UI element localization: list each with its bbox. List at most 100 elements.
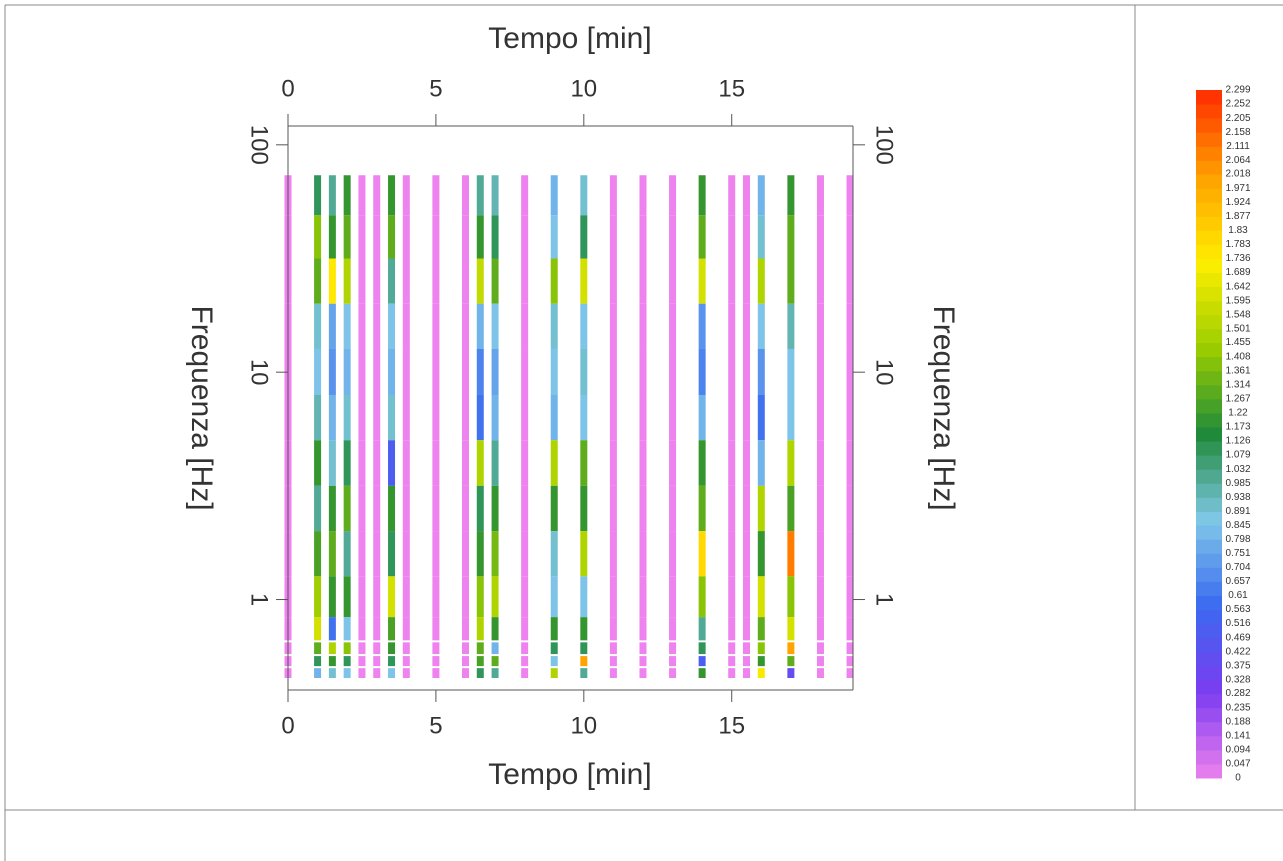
heatmap-cell bbox=[476, 617, 484, 641]
heatmap-cell bbox=[698, 440, 706, 486]
colorbar-band bbox=[1196, 118, 1222, 133]
heatmap-cell bbox=[609, 642, 617, 655]
heatmap-cell bbox=[639, 576, 647, 618]
colorbar-band bbox=[1196, 623, 1222, 639]
heatmap-cell bbox=[698, 668, 706, 679]
heatmap-cell bbox=[698, 576, 706, 618]
heatmap-cell bbox=[373, 348, 381, 395]
heatmap-cell bbox=[846, 175, 854, 216]
heatmap-cell bbox=[757, 642, 765, 655]
heatmap-cell bbox=[328, 303, 336, 349]
colorbar-tick-label: 1.501 bbox=[1225, 323, 1250, 334]
heatmap-cell bbox=[728, 175, 736, 216]
heatmap-cell bbox=[669, 656, 677, 667]
heatmap-cell bbox=[328, 576, 336, 618]
colorbar-band bbox=[1196, 384, 1222, 400]
heatmap-cell bbox=[580, 576, 588, 618]
heatmap-cell bbox=[432, 175, 440, 216]
heatmap-cell bbox=[402, 303, 410, 349]
y-tick-label: 100 bbox=[871, 125, 898, 165]
heatmap-cell bbox=[461, 258, 469, 304]
heatmap-cell bbox=[728, 258, 736, 304]
heatmap-cell bbox=[314, 617, 322, 641]
heatmap-cell bbox=[698, 531, 706, 577]
heatmap-cell bbox=[669, 531, 677, 577]
heatmap-cell bbox=[314, 531, 322, 577]
colorbar-band bbox=[1196, 469, 1222, 484]
colorbar-band bbox=[1196, 216, 1222, 231]
colorbar-tick-label: 0.422 bbox=[1225, 646, 1250, 657]
heatmap-cell bbox=[787, 303, 795, 349]
heatmap-cell bbox=[461, 531, 469, 577]
y-tick-label: 100 bbox=[246, 125, 273, 165]
heatmap-cell bbox=[461, 576, 469, 618]
colorbar-band bbox=[1196, 202, 1222, 217]
colorbar-band bbox=[1196, 356, 1222, 372]
heatmap-cell bbox=[743, 642, 751, 655]
heatmap-cell bbox=[816, 175, 824, 216]
heatmap-cell bbox=[328, 258, 336, 304]
heatmap-cell bbox=[787, 215, 795, 259]
heatmap-cell bbox=[461, 668, 469, 679]
heatmap-cell bbox=[609, 485, 617, 532]
colorbar-band bbox=[1196, 539, 1222, 554]
heatmap-cell bbox=[580, 656, 588, 667]
colorbar-tick-label: 1.642 bbox=[1225, 281, 1250, 292]
heatmap-cell bbox=[846, 668, 854, 679]
heatmap-cell bbox=[816, 576, 824, 618]
colorbar-tick-label: 0.891 bbox=[1225, 506, 1250, 517]
heatmap-cell bbox=[314, 576, 322, 618]
colorbar-tick-label: 1.455 bbox=[1225, 337, 1250, 348]
heatmap-cell bbox=[698, 258, 706, 304]
heatmap-cell bbox=[388, 348, 396, 395]
heatmap-cell bbox=[432, 668, 440, 679]
colorbar-band bbox=[1196, 595, 1222, 611]
colorbar-band bbox=[1196, 328, 1222, 344]
heatmap-cell bbox=[846, 258, 854, 304]
heatmap-cell bbox=[343, 394, 351, 441]
x-tick-label: 10 bbox=[570, 75, 597, 102]
heatmap-cell bbox=[402, 348, 410, 395]
heatmap-cell bbox=[816, 303, 824, 349]
heatmap-cell bbox=[328, 656, 336, 667]
heatmap-cell bbox=[743, 656, 751, 667]
heatmap-cell bbox=[521, 175, 529, 216]
heatmap-cell bbox=[373, 485, 381, 532]
heatmap-cell bbox=[743, 348, 751, 395]
colorbar-tick-label: 1.971 bbox=[1225, 183, 1250, 194]
colorbar-band bbox=[1196, 258, 1222, 274]
heatmap-cell bbox=[373, 258, 381, 304]
heatmap-cell bbox=[787, 485, 795, 532]
heatmap-cell bbox=[373, 656, 381, 667]
x-tick-label: 0 bbox=[281, 712, 294, 739]
heatmap-cell bbox=[550, 531, 558, 577]
heatmap-cell bbox=[816, 668, 824, 679]
heatmap-cell bbox=[787, 576, 795, 618]
heatmap-cell bbox=[358, 303, 366, 349]
heatmap-cell bbox=[609, 303, 617, 349]
heatmap-cell bbox=[314, 394, 322, 441]
colorbar-tick-label: 2.018 bbox=[1225, 169, 1250, 180]
heatmap-cell bbox=[550, 303, 558, 349]
colorbar-tick-label: 2.158 bbox=[1225, 127, 1250, 138]
colorbar-band bbox=[1196, 511, 1222, 526]
heatmap-cell bbox=[580, 175, 588, 216]
colorbar-band bbox=[1196, 693, 1222, 709]
heatmap-cell bbox=[343, 303, 351, 349]
y-tick-label: 1 bbox=[871, 593, 898, 606]
heatmap-cell bbox=[816, 531, 824, 577]
heatmap-cell bbox=[609, 394, 617, 441]
heatmap-cell bbox=[816, 215, 824, 259]
heatmap-cell bbox=[787, 394, 795, 441]
heatmap-cell bbox=[314, 175, 322, 216]
x-tick-label: 5 bbox=[429, 712, 442, 739]
heatmap-cell bbox=[432, 258, 440, 304]
heatmap-cell bbox=[521, 531, 529, 577]
heatmap-cell bbox=[609, 531, 617, 577]
heatmap-cell bbox=[521, 215, 529, 259]
colorbar-band bbox=[1196, 370, 1222, 386]
heatmap-cell bbox=[476, 440, 484, 486]
colorbar-tick-label: 0.282 bbox=[1225, 688, 1250, 699]
colorbar-band bbox=[1196, 272, 1222, 288]
heatmap-cell bbox=[550, 642, 558, 655]
